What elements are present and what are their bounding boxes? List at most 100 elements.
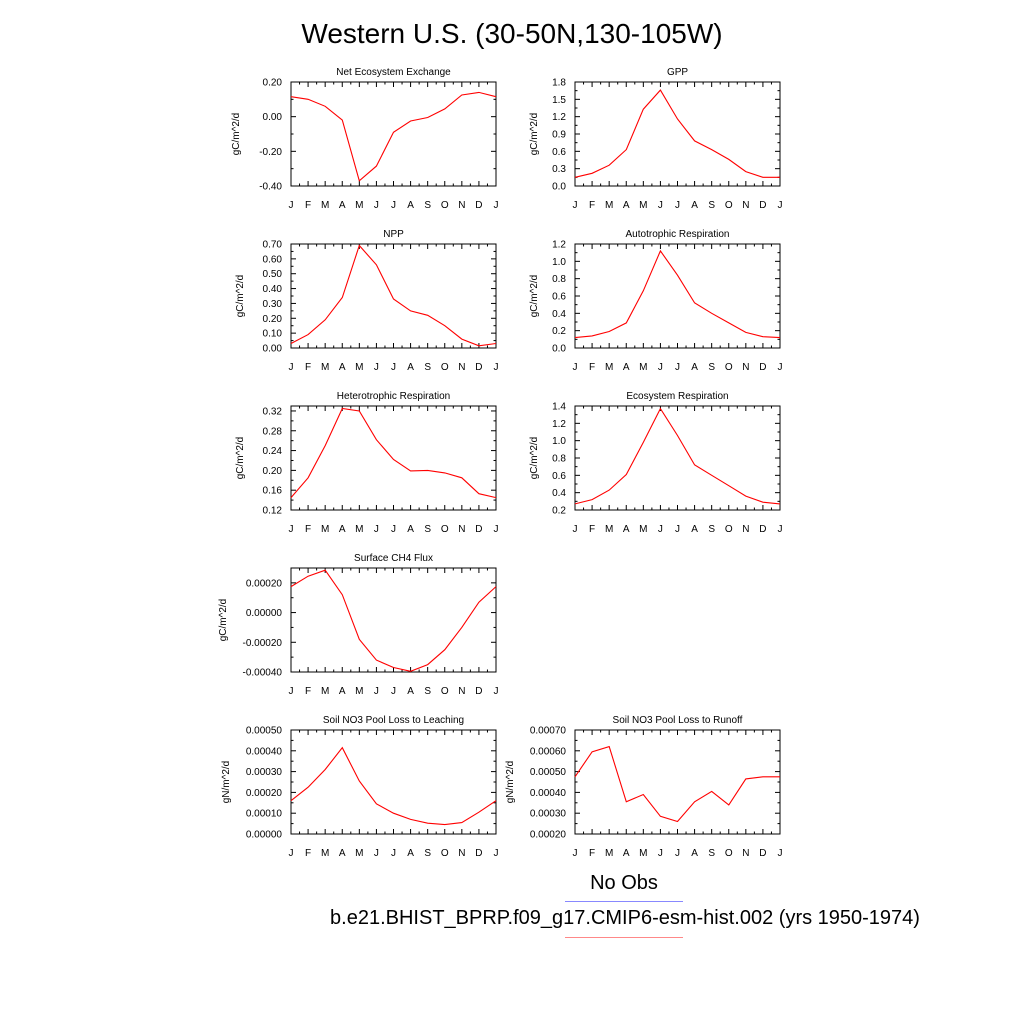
series-line xyxy=(290,746,497,826)
series-line xyxy=(290,91,497,182)
plot-frame xyxy=(290,81,497,187)
x-tick-label: D xyxy=(759,362,766,373)
y-tick-label: 0.00070 xyxy=(530,726,567,737)
y-tick-label: 0.20 xyxy=(263,466,283,477)
x-tick-label: M xyxy=(355,686,363,697)
y-tick-label: 0.32 xyxy=(263,406,283,417)
y-tick-label: 0.10 xyxy=(263,329,283,340)
y-tick-label: 0.00020 xyxy=(246,578,283,589)
x-tick-label: J xyxy=(573,200,578,211)
x-tick-label: A xyxy=(623,200,630,211)
y-tick-label: 0.12 xyxy=(263,506,283,517)
x-tick-label: O xyxy=(725,200,733,211)
series-line xyxy=(574,407,781,505)
x-tick-label: N xyxy=(458,524,465,535)
x-tick-label: J xyxy=(374,848,379,859)
x-tick-label: J xyxy=(289,524,294,535)
panel-title: NPP xyxy=(383,229,404,240)
x-tick-label: A xyxy=(407,362,414,373)
x-tick-label: F xyxy=(589,362,595,373)
x-tick-label: S xyxy=(708,524,715,535)
legend-model-line xyxy=(565,937,683,938)
y-axis-label: gC/m^2/d xyxy=(529,113,540,156)
x-tick-label: N xyxy=(458,362,465,373)
y-tick-label: 1.2 xyxy=(552,419,566,430)
y-tick-label: -0.00040 xyxy=(243,668,283,679)
y-axis-label: gC/m^2/d xyxy=(529,437,540,480)
x-tick-label: M xyxy=(639,848,647,859)
panel-title: Ecosystem Respiration xyxy=(626,391,728,402)
y-axis-label: gC/m^2/d xyxy=(218,599,229,642)
y-axis-label: gN/m^2/d xyxy=(221,761,232,804)
y-tick-label: 0.8 xyxy=(552,454,566,465)
x-tick-label: J xyxy=(658,524,663,535)
y-tick-label: 0.00010 xyxy=(246,809,283,820)
x-tick-label: J xyxy=(675,848,680,859)
series-line xyxy=(574,745,780,823)
series-line xyxy=(290,569,497,672)
x-tick-label: S xyxy=(708,362,715,373)
y-tick-label: 0.2 xyxy=(552,326,566,337)
y-tick-label: 1.8 xyxy=(552,78,566,89)
x-tick-label: J xyxy=(494,848,499,859)
x-tick-label: F xyxy=(305,200,311,211)
y-tick-label: 0.24 xyxy=(263,446,283,457)
y-tick-label: 0.00050 xyxy=(246,726,283,737)
plot-frame xyxy=(290,729,497,835)
x-tick-label: D xyxy=(475,200,482,211)
x-tick-label: S xyxy=(708,848,715,859)
legend-obs-line xyxy=(565,901,683,902)
x-tick-label: A xyxy=(339,524,346,535)
x-tick-label: A xyxy=(691,848,698,859)
x-tick-label: N xyxy=(742,362,749,373)
x-tick-label: J xyxy=(573,362,578,373)
panel-title: GPP xyxy=(667,67,688,78)
x-tick-label: N xyxy=(458,200,465,211)
x-tick-label: M xyxy=(605,848,613,859)
x-tick-label: M xyxy=(639,524,647,535)
x-tick-label: A xyxy=(407,524,414,535)
x-tick-label: J xyxy=(658,848,663,859)
y-tick-label: 0.6 xyxy=(552,147,566,158)
x-tick-label: M xyxy=(639,362,647,373)
y-tick-label: 1.0 xyxy=(552,257,566,268)
y-tick-label: 0.20 xyxy=(263,78,283,89)
x-tick-label: D xyxy=(475,686,482,697)
y-tick-label: 0.16 xyxy=(263,486,283,497)
x-tick-label: O xyxy=(725,362,733,373)
y-axis-label: gN/m^2/d xyxy=(505,761,516,804)
panel-title: Autotrophic Respiration xyxy=(626,229,730,240)
x-tick-label: M xyxy=(321,362,329,373)
y-tick-label: 0.0 xyxy=(552,344,566,355)
panel-title: Soil NO3 Pool Loss to Runoff xyxy=(613,715,743,726)
x-tick-label: M xyxy=(355,848,363,859)
x-tick-label: J xyxy=(494,200,499,211)
x-tick-label: S xyxy=(424,362,431,373)
plot-frame xyxy=(290,243,497,349)
x-tick-label: J xyxy=(391,524,396,535)
panel-title: Net Ecosystem Exchange xyxy=(336,67,451,78)
legend-obs-label: No Obs xyxy=(590,872,658,894)
x-tick-label: M xyxy=(355,200,363,211)
x-tick-label: F xyxy=(589,524,595,535)
y-tick-label: 0.00050 xyxy=(530,767,567,778)
y-tick-label: 0.6 xyxy=(552,471,566,482)
x-tick-label: F xyxy=(589,848,595,859)
y-tick-label: 1.5 xyxy=(552,95,566,106)
y-tick-label: 0.00 xyxy=(263,344,283,355)
x-tick-label: A xyxy=(691,362,698,373)
x-tick-label: A xyxy=(339,848,346,859)
x-tick-label: J xyxy=(374,686,379,697)
y-tick-label: -0.00020 xyxy=(243,638,283,649)
x-tick-label: J xyxy=(658,362,663,373)
x-tick-label: O xyxy=(441,362,449,373)
y-tick-label: 1.4 xyxy=(552,402,566,413)
x-tick-label: J xyxy=(374,524,379,535)
x-tick-label: A xyxy=(339,362,346,373)
x-tick-label: M xyxy=(605,362,613,373)
